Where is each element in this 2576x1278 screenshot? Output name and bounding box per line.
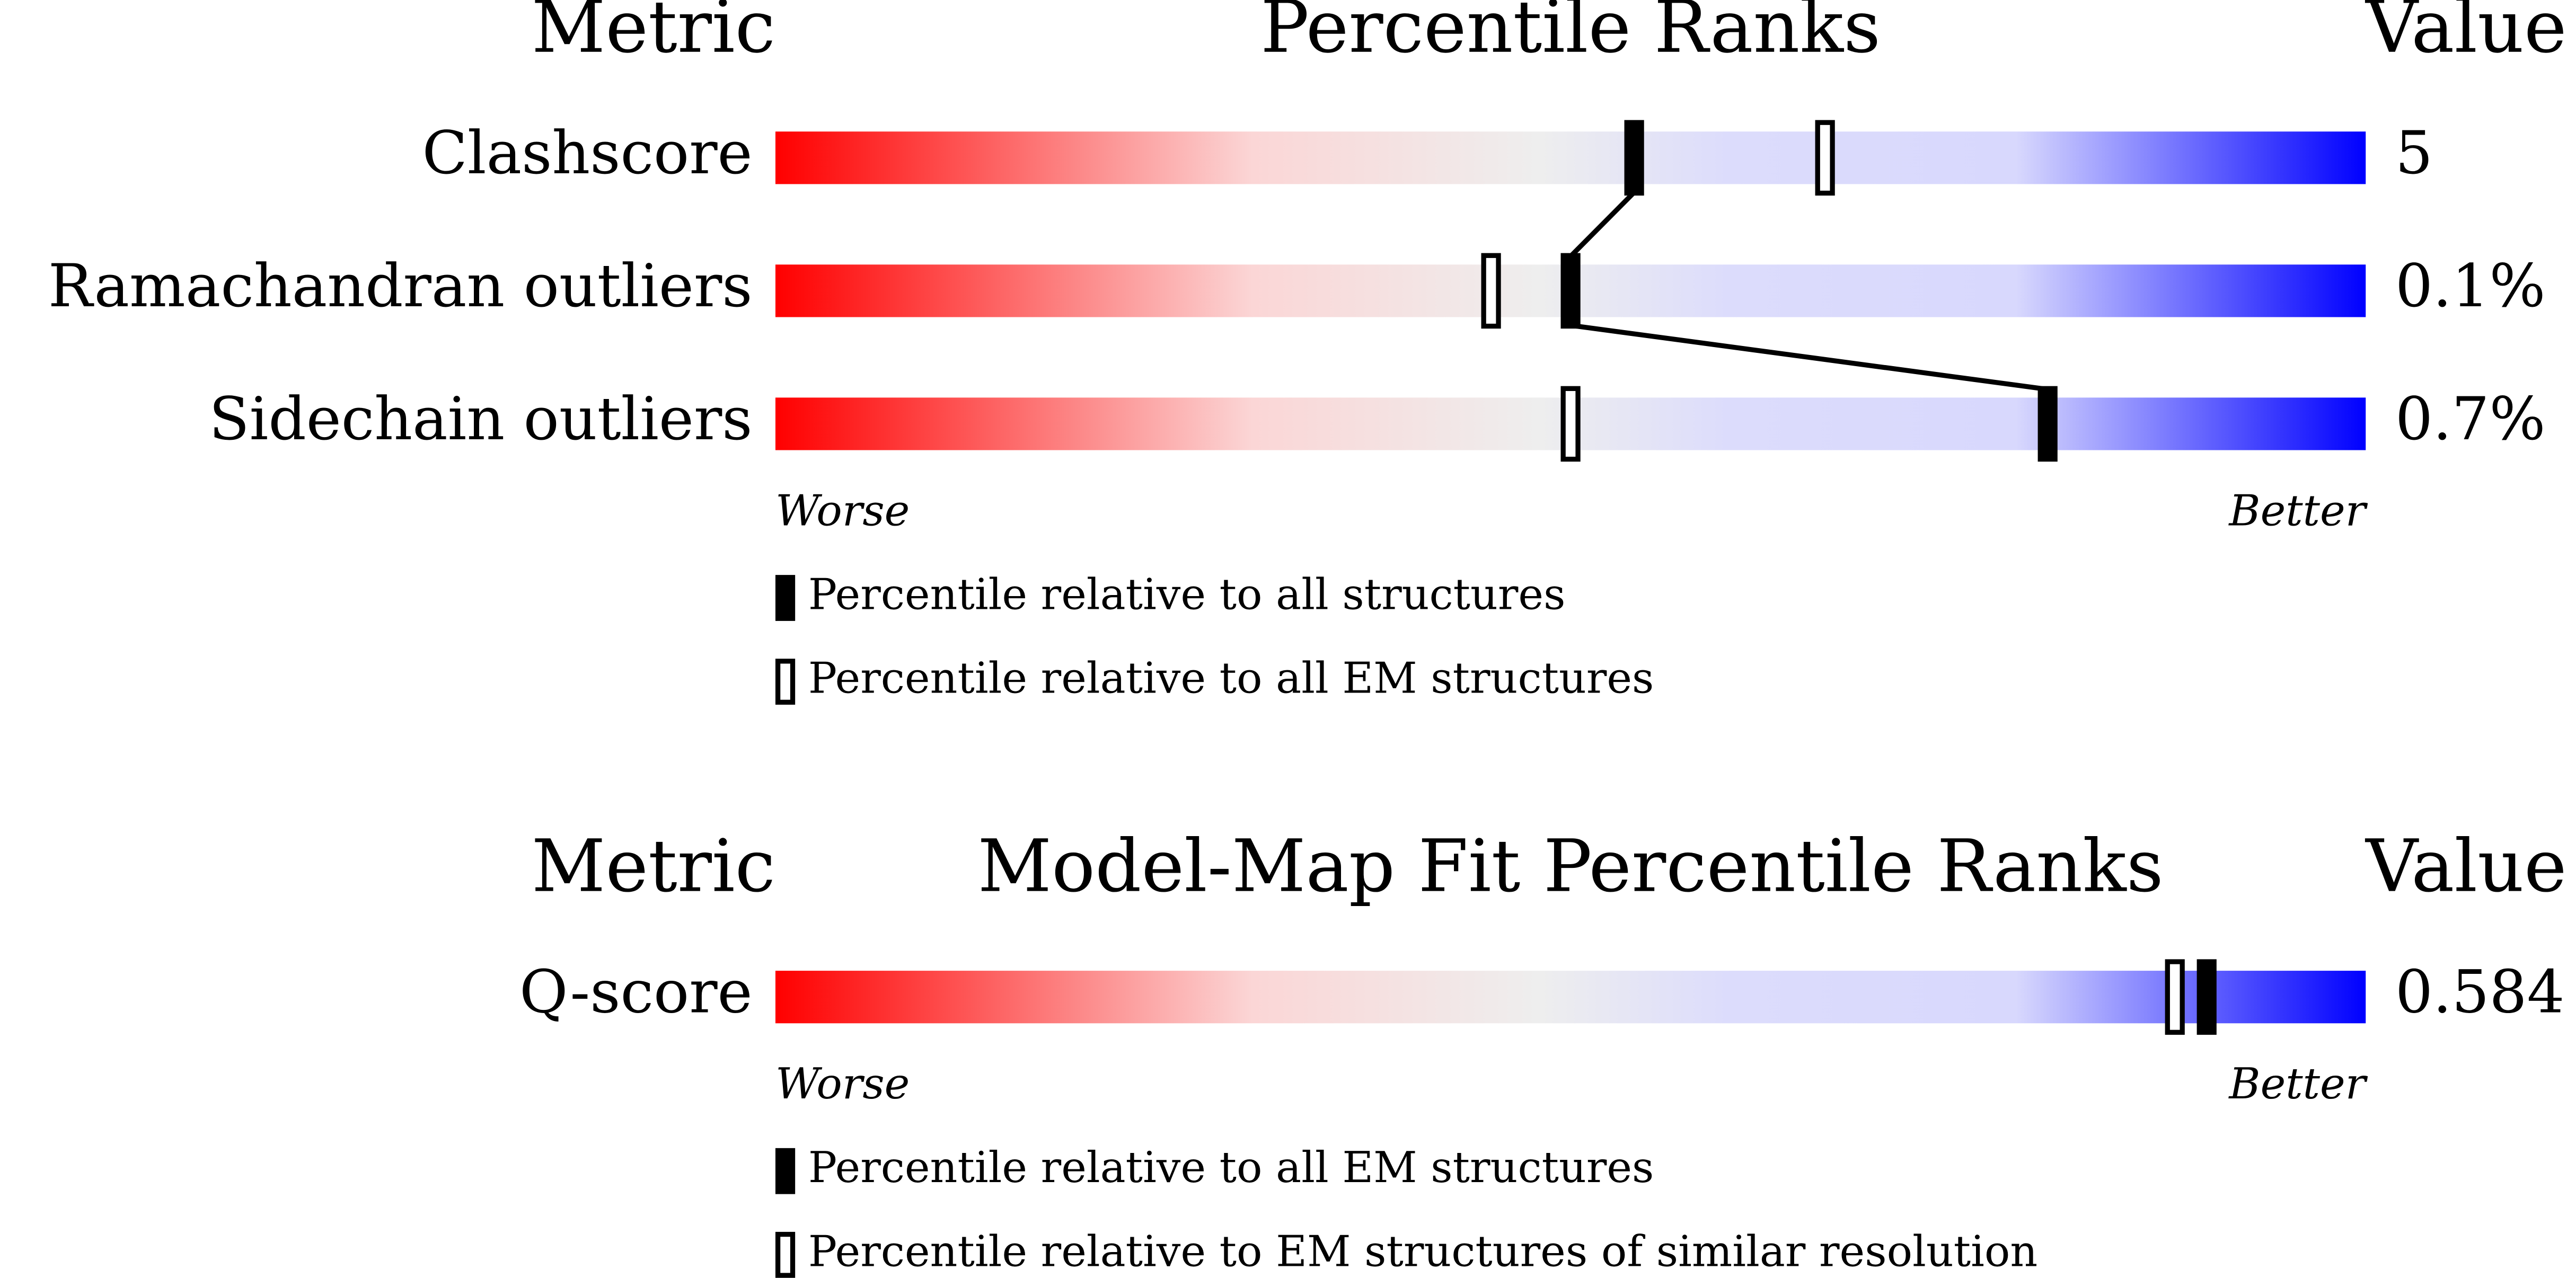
legend-label: Percentile relative to EM structures of …	[808, 1227, 2037, 1276]
marker-open	[2165, 959, 2185, 1035]
legend-swatch	[775, 575, 796, 621]
metric-label: Clashscore	[422, 119, 753, 188]
marker-filled	[2196, 959, 2217, 1035]
percentile-bar	[775, 131, 2366, 184]
marker-filled	[1560, 253, 1581, 329]
metric-value: 5	[2395, 119, 2433, 188]
legend-label: Percentile relative to all structures	[808, 570, 1566, 620]
legend-label: Percentile relative to all EM structures	[808, 654, 1654, 704]
better-label: Better	[2228, 1059, 2368, 1109]
legend-swatch	[775, 1148, 796, 1194]
marker-filled	[2037, 386, 2058, 462]
connector	[1570, 323, 2048, 392]
marker-open	[1560, 386, 1581, 462]
connector	[1568, 190, 1636, 259]
better-label: Better	[2228, 486, 2368, 536]
header-title: Model-Map Fit Percentile Ranks	[977, 824, 2163, 909]
metric-label: Ramachandran outliers	[48, 252, 753, 321]
legend-swatch	[775, 1231, 796, 1278]
worse-label: Worse	[775, 1059, 910, 1109]
worse-label: Worse	[775, 486, 910, 536]
header-metric: Metric	[532, 824, 775, 909]
header-value: Value	[2365, 0, 2566, 69]
metric-label: Sidechain outliers	[209, 385, 752, 454]
metric-value: 0.1%	[2395, 252, 2545, 321]
legend-swatch	[775, 659, 796, 705]
percentile-bar	[775, 971, 2366, 1024]
metric-value: 0.584	[2395, 958, 2564, 1027]
header-metric: Metric	[532, 0, 775, 69]
header-title: Percentile Ranks	[1260, 0, 1881, 69]
legend-label: Percentile relative to all EM structures	[808, 1143, 1654, 1193]
marker-open	[1481, 253, 1501, 329]
metric-value: 0.7%	[2395, 385, 2545, 454]
marker-filled	[1624, 120, 1644, 196]
metric-label: Q-score	[519, 958, 753, 1027]
marker-open	[1815, 120, 1835, 196]
header-value: Value	[2365, 824, 2566, 909]
